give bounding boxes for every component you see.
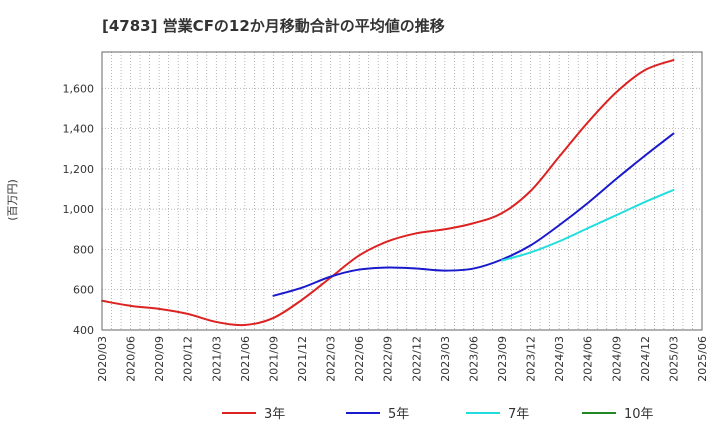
- chart-title: [4783] 営業CFの12か月移動合計の平均値の推移: [102, 17, 445, 35]
- y-tick-label: 800: [73, 243, 94, 256]
- plot-frame: [101, 51, 703, 331]
- series-line-1: [272, 132, 675, 297]
- x-tick-label: 2020/06: [125, 336, 138, 382]
- y-tick-label: 1,000: [63, 203, 95, 216]
- legend: 3年 5年 7年 10年: [222, 407, 654, 422]
- legend-label-3: 10年: [624, 407, 654, 422]
- y-axis-label: (百万円): [6, 179, 19, 221]
- x-tick-label: 2022/12: [410, 336, 423, 382]
- y-tick-label: 600: [73, 284, 94, 297]
- x-tick-label: 2023/09: [496, 336, 509, 382]
- x-tick-label: 2024/06: [582, 336, 595, 382]
- x-tick-label: 2021/03: [210, 336, 223, 382]
- x-tick-label: 2023/03: [439, 336, 452, 382]
- x-tick-label: 2025/03: [667, 336, 680, 382]
- x-tick-label: 2021/06: [239, 336, 252, 382]
- x-tick-label: 2024/12: [639, 336, 652, 382]
- y-tick-label: 400: [73, 324, 94, 337]
- x-tick-label: 2021/09: [267, 336, 280, 382]
- x-tick-label: 2020/09: [153, 336, 166, 382]
- x-tick-label: 2022/09: [382, 336, 395, 382]
- y-tick-label: 1,400: [63, 123, 95, 136]
- series-line-2: [501, 188, 675, 262]
- legend-label-2: 7年: [508, 407, 529, 422]
- x-tick-label: 2023/12: [525, 336, 538, 382]
- x-tick-label: 2023/06: [467, 336, 480, 382]
- x-tick-label: 2021/12: [296, 336, 309, 382]
- grid: [102, 52, 702, 330]
- legend-label-1: 5年: [388, 407, 409, 422]
- axes: 400 600 800 1,000 1,200 1,400 1,600 2020/03 2020…: [63, 51, 709, 382]
- series-layer: [101, 59, 675, 327]
- x-tick-label: 2025/06: [696, 336, 709, 382]
- series-line-0: [101, 59, 675, 327]
- x-tick-label: 2024/03: [553, 336, 566, 382]
- x-tick-label: 2024/09: [610, 336, 623, 382]
- x-tick-label: 2020/03: [96, 336, 109, 382]
- y-tick-label: 1,600: [63, 82, 95, 95]
- legend-label-0: 3年: [264, 407, 285, 422]
- x-tick-label: 2022/06: [353, 336, 366, 382]
- x-tick-label: 2022/03: [325, 336, 338, 382]
- y-tick-label: 1,200: [63, 163, 95, 176]
- x-tick-label: 2020/12: [182, 336, 195, 382]
